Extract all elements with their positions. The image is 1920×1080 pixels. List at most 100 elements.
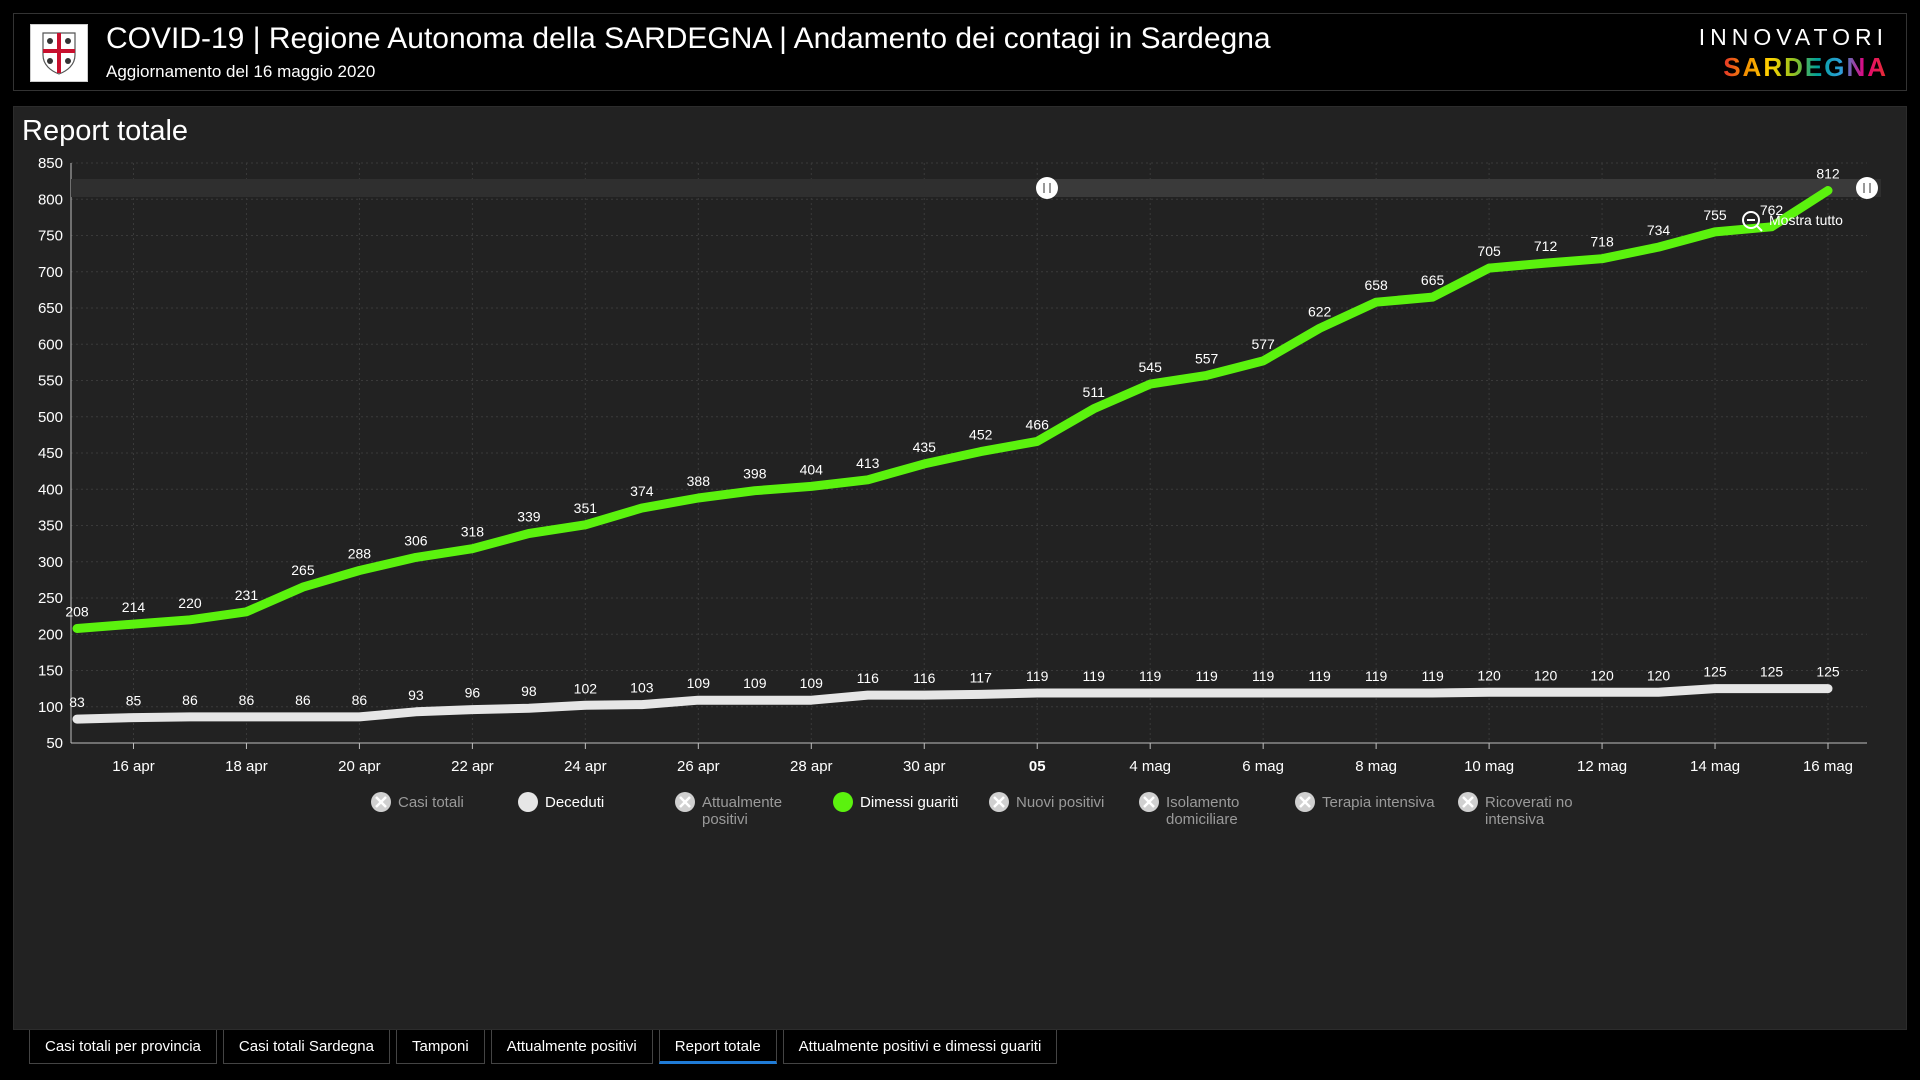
x-tick-label: 18 apr bbox=[225, 758, 268, 775]
range-scrollbar[interactable] bbox=[71, 177, 1881, 199]
data-label: 116 bbox=[857, 670, 880, 686]
legend-x-icon bbox=[1299, 796, 1311, 808]
data-label: 120 bbox=[1477, 667, 1501, 683]
legend-label: Terapia intensiva bbox=[1322, 794, 1435, 811]
data-label: 466 bbox=[1026, 416, 1050, 432]
data-label: 318 bbox=[461, 524, 485, 540]
data-label: 125 bbox=[1816, 664, 1840, 680]
scrollbar-start-handle[interactable] bbox=[1036, 177, 1058, 199]
legend-item-casi-totali[interactable]: Casi totali bbox=[371, 792, 464, 812]
page-title: COVID-19 | Regione Autonoma della SARDEG… bbox=[106, 22, 1271, 55]
data-label: 339 bbox=[517, 508, 541, 524]
data-label: 557 bbox=[1195, 350, 1219, 366]
legend-item-terapia-intensiva[interactable]: Terapia intensiva bbox=[1295, 792, 1435, 812]
legend-x-icon bbox=[1462, 796, 1474, 808]
legend-item-nuovi-positivi[interactable]: Nuovi positivi bbox=[989, 792, 1104, 812]
data-label: 93 bbox=[408, 687, 424, 703]
legend-label: Isolamento bbox=[1166, 794, 1239, 811]
data-label: 374 bbox=[630, 483, 654, 499]
data-label: 435 bbox=[913, 439, 937, 455]
brand-name-top: INNOVATORI bbox=[1698, 24, 1888, 50]
legend-dot bbox=[833, 792, 853, 812]
legend-item-dimessi-guariti[interactable]: Dimessi guariti bbox=[833, 792, 958, 812]
zoom-reset-label: Mostra tutto bbox=[1769, 212, 1843, 228]
data-label: 103 bbox=[630, 680, 654, 696]
data-label: 109 bbox=[800, 675, 824, 691]
tab-tamponi[interactable]: Tamponi bbox=[396, 1030, 485, 1064]
data-label: 545 bbox=[1139, 359, 1163, 375]
panel-title: Report totale bbox=[22, 115, 189, 147]
legend-label: positivi bbox=[702, 811, 748, 828]
data-label: 734 bbox=[1647, 222, 1671, 238]
data-label: 288 bbox=[348, 545, 372, 561]
y-tick-label: 100 bbox=[38, 699, 63, 716]
legend-x-icon bbox=[679, 796, 691, 808]
y-tick-label: 500 bbox=[38, 409, 63, 426]
zoom-reset-button[interactable]: Mostra tutto bbox=[1742, 211, 1843, 232]
legend-item-deceduti[interactable]: Deceduti bbox=[518, 792, 604, 812]
tab-casi-totali-sardegna[interactable]: Casi totali Sardegna bbox=[222, 1030, 390, 1064]
x-tick-label: 22 apr bbox=[451, 758, 494, 775]
y-tick-label: 450 bbox=[38, 445, 63, 462]
x-tick-label: 16 apr bbox=[112, 758, 155, 775]
data-label: 86 bbox=[182, 692, 198, 708]
x-tick-label: 12 mag bbox=[1577, 758, 1627, 775]
data-labels: 208 214 220 231 265 288 306 318 339 351 374 388 398 4… bbox=[65, 166, 1840, 711]
x-axis: 16 apr 18 apr 20 apr 22 apr 24 apr 26 apr 28 a… bbox=[71, 742, 1867, 775]
data-label: 452 bbox=[969, 427, 993, 443]
data-label: 665 bbox=[1421, 272, 1445, 288]
data-label: 119 bbox=[1365, 668, 1388, 684]
y-tick-label: 150 bbox=[38, 663, 63, 680]
data-label: 120 bbox=[1590, 667, 1614, 683]
y-tick-label: 850 bbox=[38, 155, 63, 172]
data-label: 86 bbox=[295, 692, 311, 708]
data-label: 83 bbox=[69, 694, 85, 710]
data-label: 577 bbox=[1251, 336, 1275, 352]
report-panel: Report totale 50 100 150 200 250 300 350 400 450… bbox=[13, 106, 1907, 1030]
data-label: 116 bbox=[913, 670, 936, 686]
data-label: 351 bbox=[574, 500, 598, 516]
y-tick-label: 200 bbox=[38, 626, 63, 643]
tab-attualmente-positivi[interactable]: Attualmente positivi bbox=[490, 1030, 653, 1064]
data-label: 755 bbox=[1703, 207, 1727, 223]
tab-attualmente-positivi-e-dimessi-guariti[interactable]: Attualmente positivi e dimessi guariti bbox=[782, 1030, 1058, 1064]
y-tick-label: 550 bbox=[38, 373, 63, 390]
coat-of-arms-icon bbox=[42, 32, 76, 75]
tab-report-totale[interactable]: Report totale bbox=[658, 1030, 777, 1064]
data-label: 125 bbox=[1703, 664, 1727, 680]
header-bar: COVID-19 | Regione Autonoma della SARDEG… bbox=[13, 13, 1907, 91]
data-label: 265 bbox=[291, 562, 315, 578]
data-label: 511 bbox=[1083, 384, 1106, 400]
data-label: 658 bbox=[1364, 277, 1388, 293]
scrollbar-thumb[interactable] bbox=[1047, 179, 1871, 197]
y-tick-label: 250 bbox=[38, 590, 63, 607]
scrollbar-end-handle[interactable] bbox=[1856, 177, 1878, 199]
series bbox=[72, 186, 1833, 724]
y-tick-label: 650 bbox=[38, 300, 63, 317]
legend-label: Nuovi positivi bbox=[1016, 794, 1104, 811]
zoom-out-icon bbox=[1742, 211, 1763, 232]
series-line-deceduti[interactable] bbox=[72, 684, 1833, 724]
data-label: 109 bbox=[687, 675, 711, 691]
data-label: 117 bbox=[970, 669, 993, 685]
data-label: 119 bbox=[1026, 668, 1049, 684]
series-line-dimessi-guariti[interactable] bbox=[72, 186, 1833, 633]
data-label: 86 bbox=[239, 692, 255, 708]
tab-casi-totali-per-provincia[interactable]: Casi totali per provincia bbox=[29, 1030, 217, 1064]
x-tick-label: 26 apr bbox=[677, 758, 720, 775]
data-label: 120 bbox=[1534, 667, 1558, 683]
data-label: 125 bbox=[1760, 664, 1784, 680]
y-tick-label: 350 bbox=[38, 518, 63, 535]
legend-label: Ricoverati no bbox=[1485, 794, 1573, 811]
data-label: 220 bbox=[178, 595, 202, 611]
x-tick-label: 05 bbox=[1029, 758, 1046, 775]
data-label: 718 bbox=[1590, 234, 1614, 250]
x-tick-label: 4 mag bbox=[1129, 758, 1171, 775]
legend-label: Attualmente bbox=[702, 794, 782, 811]
data-label: 119 bbox=[1308, 668, 1331, 684]
data-label: 109 bbox=[743, 675, 767, 691]
